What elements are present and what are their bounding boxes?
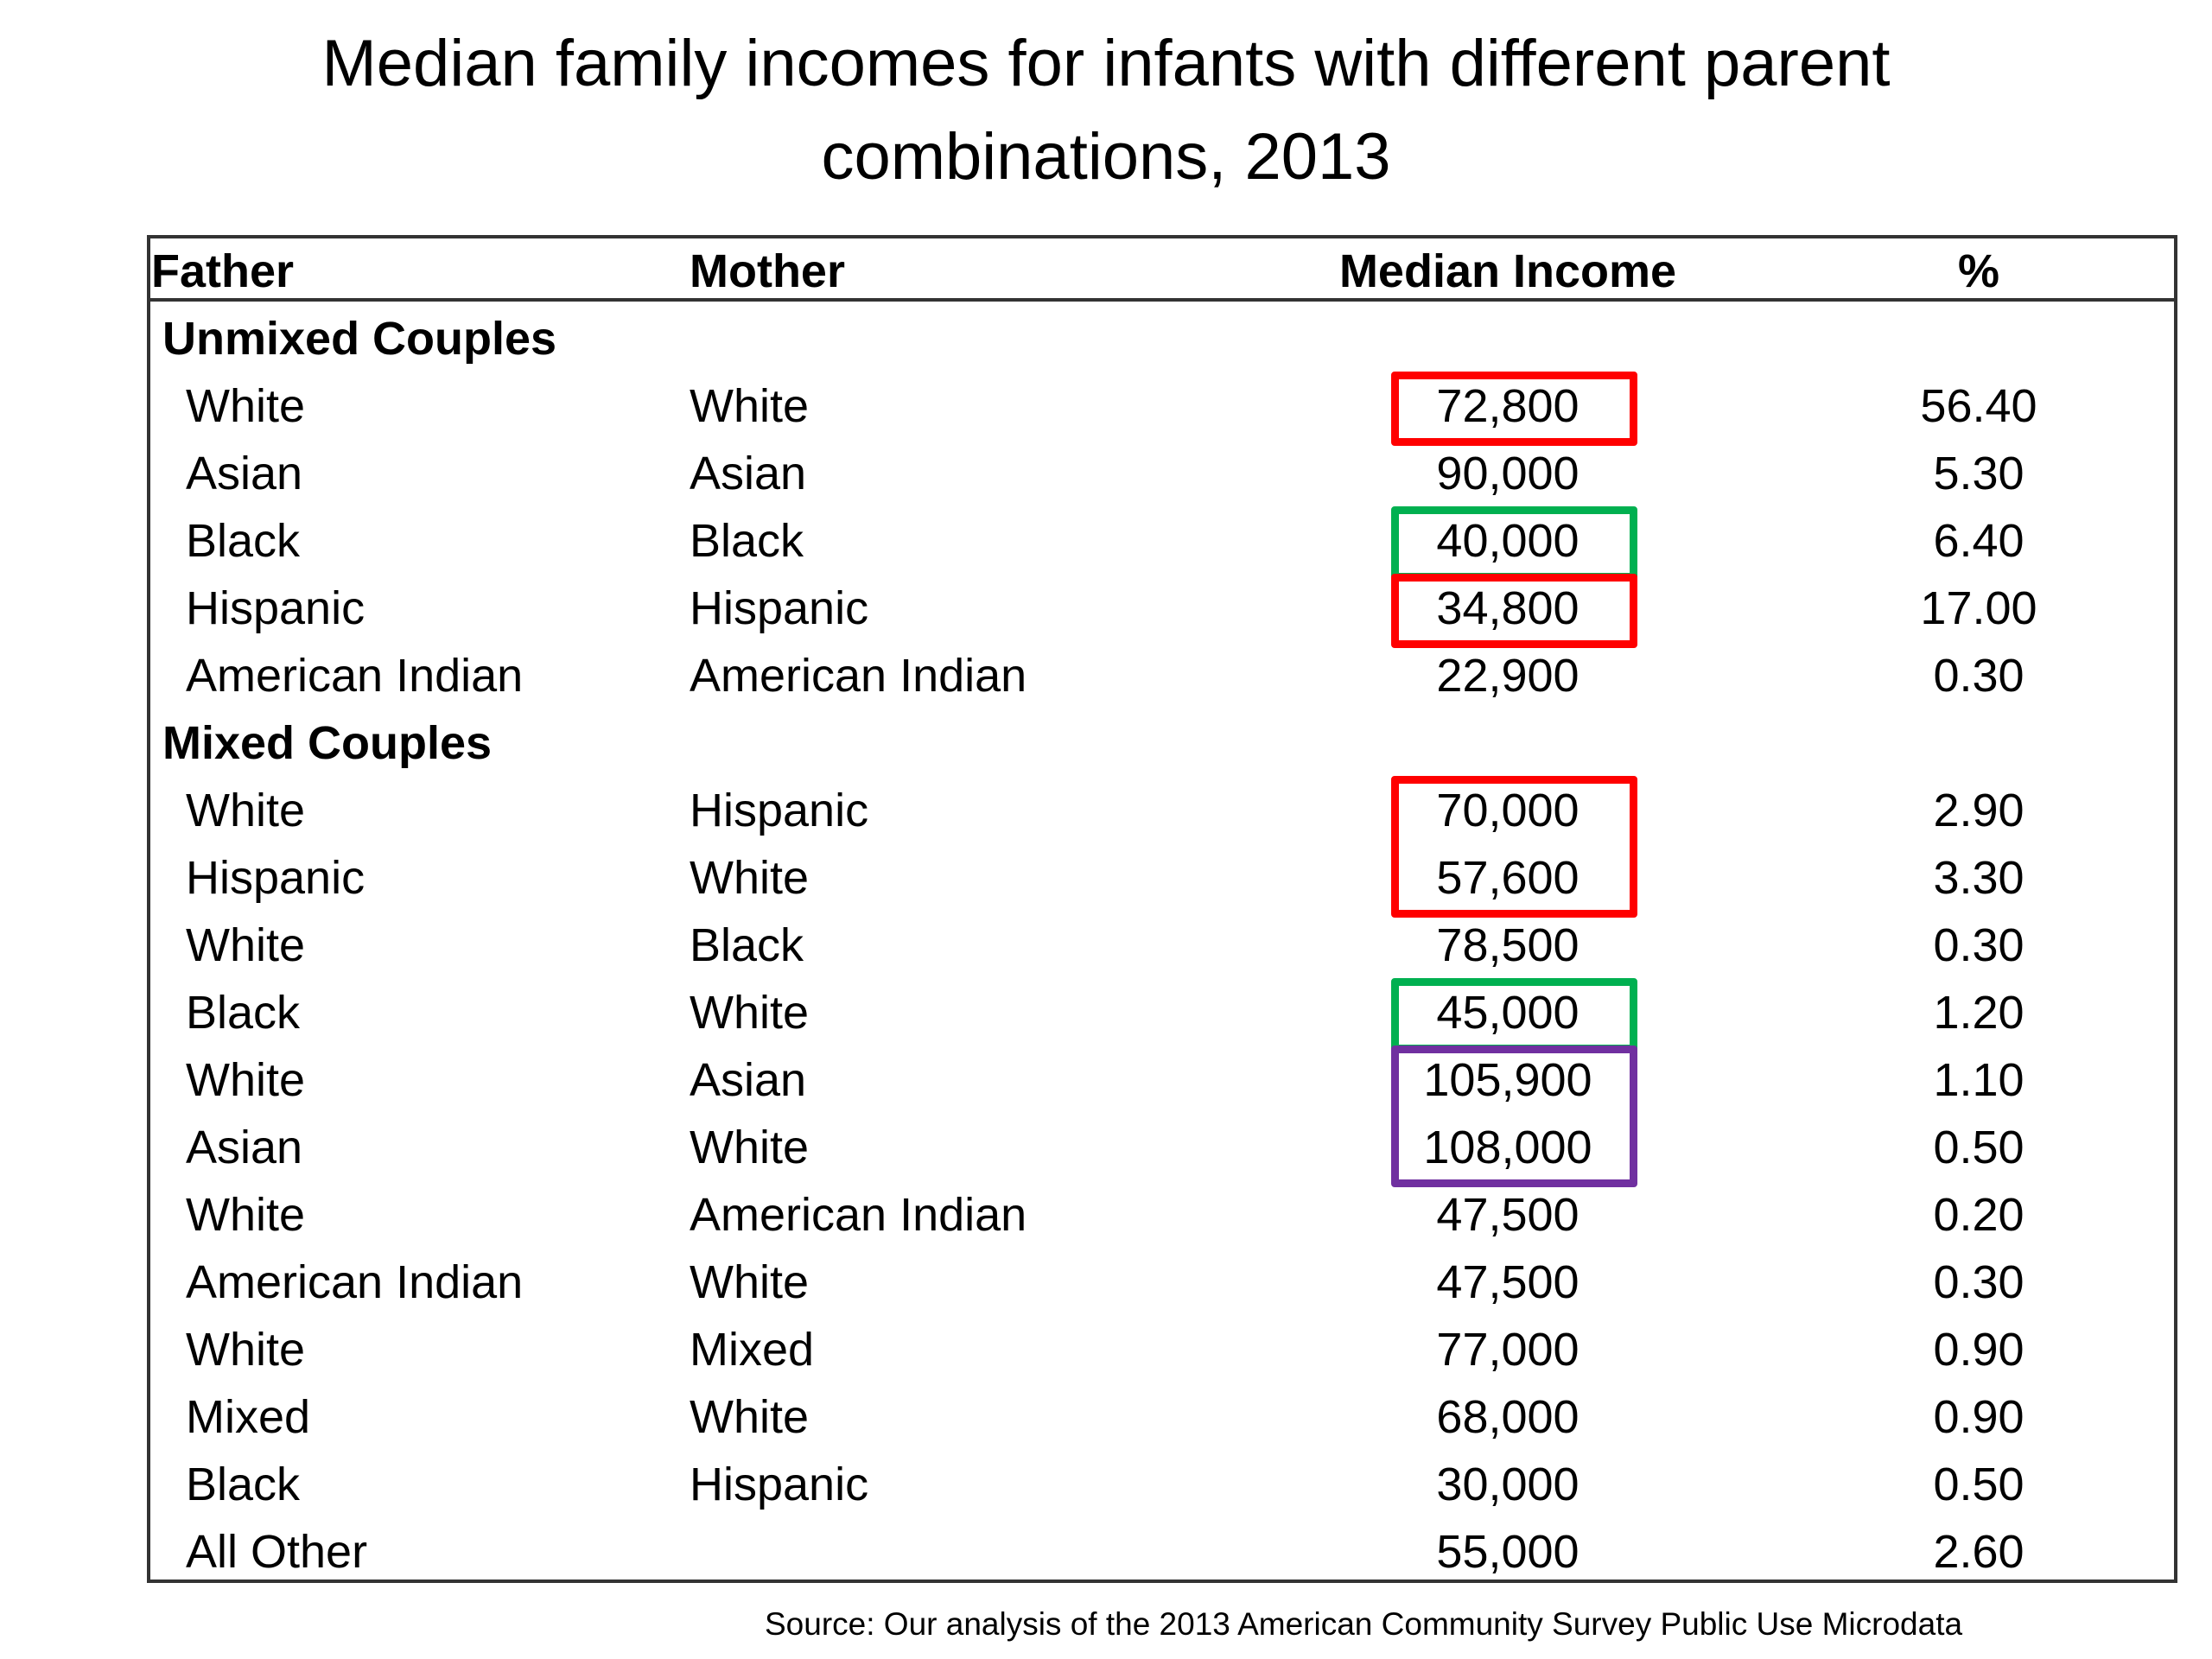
title-line-2: combinations, 2013 xyxy=(821,120,1391,194)
mother-cell: White xyxy=(690,1391,810,1443)
median-income-cell: 108,000 xyxy=(1423,1122,1592,1173)
father-cell: Hispanic xyxy=(186,582,365,634)
percent-cell: 56.40 xyxy=(1920,380,2037,432)
mother-cell: White xyxy=(690,380,810,432)
mother-cell: White xyxy=(690,852,810,904)
percent-cell: 0.50 xyxy=(1933,1122,2024,1173)
section-label: Mixed Couples xyxy=(162,717,493,769)
percent-cell: 0.50 xyxy=(1933,1459,2024,1510)
highlight-box-red xyxy=(1391,574,1637,648)
median-income-cell: 57,600 xyxy=(1436,852,1580,904)
column-header-mother: Mother xyxy=(690,245,845,297)
father-cell: White xyxy=(186,1324,306,1376)
mother-cell: Hispanic xyxy=(690,1459,869,1510)
header-divider xyxy=(147,298,2177,302)
percent-cell: 0.90 xyxy=(1933,1324,2024,1376)
father-cell: White xyxy=(186,785,306,836)
percent-cell: 6.40 xyxy=(1933,515,2024,567)
median-income-cell: 30,000 xyxy=(1436,1459,1580,1510)
median-income-cell: 22,900 xyxy=(1436,650,1580,702)
percent-cell: 5.30 xyxy=(1933,448,2024,499)
father-cell: Asian xyxy=(186,1122,303,1173)
source-note: Source: Our analysis of the 2013 America… xyxy=(765,1606,1963,1642)
column-header-median-income: Median Income xyxy=(1338,245,1677,297)
highlight-box-purple xyxy=(1391,1046,1637,1187)
highlight-box-green xyxy=(1391,506,1637,581)
median-income-cell: 34,800 xyxy=(1436,582,1580,634)
mother-cell: Black xyxy=(690,919,804,971)
father-cell: All Other xyxy=(186,1526,368,1578)
mother-cell: White xyxy=(690,1256,810,1308)
mother-cell: White xyxy=(690,987,810,1039)
mother-cell: Asian xyxy=(690,1054,807,1106)
median-income-cell: 78,500 xyxy=(1436,919,1580,971)
median-income-cell: 70,000 xyxy=(1436,785,1580,836)
father-cell: White xyxy=(186,1054,306,1106)
mother-cell: Black xyxy=(690,515,804,567)
mother-cell: Hispanic xyxy=(690,785,869,836)
percent-cell: 2.60 xyxy=(1933,1526,2024,1578)
father-cell: Asian xyxy=(186,448,303,499)
percent-cell: 0.20 xyxy=(1933,1189,2024,1241)
mother-cell: White xyxy=(690,1122,810,1173)
father-cell: Black xyxy=(186,1459,301,1510)
column-header-percent: % xyxy=(1957,245,1999,297)
percent-cell: 3.30 xyxy=(1933,852,2024,904)
percent-cell: 0.30 xyxy=(1933,919,2024,971)
mother-cell: American Indian xyxy=(690,1189,1027,1241)
table-frame xyxy=(147,235,2177,1583)
mother-cell: Mixed xyxy=(690,1324,815,1376)
median-income-cell: 72,800 xyxy=(1436,380,1580,432)
median-income-cell: 47,500 xyxy=(1436,1256,1580,1308)
highlight-box-green xyxy=(1391,978,1637,1052)
percent-cell: 0.90 xyxy=(1933,1391,2024,1443)
median-income-cell: 90,000 xyxy=(1436,448,1580,499)
father-cell: Hispanic xyxy=(186,852,365,904)
percent-cell: 0.30 xyxy=(1933,650,2024,702)
father-cell: American Indian xyxy=(186,1256,524,1308)
mother-cell: Asian xyxy=(690,448,807,499)
mother-cell: American Indian xyxy=(690,650,1027,702)
father-cell: Black xyxy=(186,987,301,1039)
column-header-father: Father xyxy=(151,245,295,297)
median-income-cell: 77,000 xyxy=(1436,1324,1580,1376)
father-cell: Black xyxy=(186,515,301,567)
section-label: Unmixed Couples xyxy=(162,313,557,365)
father-cell: White xyxy=(186,1189,306,1241)
median-income-cell: 68,000 xyxy=(1436,1391,1580,1443)
median-income-cell: 105,900 xyxy=(1423,1054,1592,1106)
percent-cell: 1.20 xyxy=(1933,987,2024,1039)
median-income-cell: 55,000 xyxy=(1436,1526,1580,1578)
median-income-cell: 40,000 xyxy=(1436,515,1580,567)
father-cell: American Indian xyxy=(186,650,524,702)
father-cell: White xyxy=(186,380,306,432)
median-income-cell: 47,500 xyxy=(1436,1189,1580,1241)
father-cell: Mixed xyxy=(186,1391,311,1443)
father-cell: White xyxy=(186,919,306,971)
percent-cell: 1.10 xyxy=(1933,1054,2024,1106)
mother-cell: Hispanic xyxy=(690,582,869,634)
title-line-1: Median family incomes for infants with d… xyxy=(321,27,1891,100)
highlight-box-red xyxy=(1391,776,1637,918)
highlight-box-red xyxy=(1391,372,1637,446)
chart-title: Median family incomes for infants with d… xyxy=(0,17,2212,204)
percent-cell: 0.30 xyxy=(1933,1256,2024,1308)
percent-cell: 17.00 xyxy=(1920,582,2037,634)
percent-cell: 2.90 xyxy=(1933,785,2024,836)
median-income-cell: 45,000 xyxy=(1436,987,1580,1039)
